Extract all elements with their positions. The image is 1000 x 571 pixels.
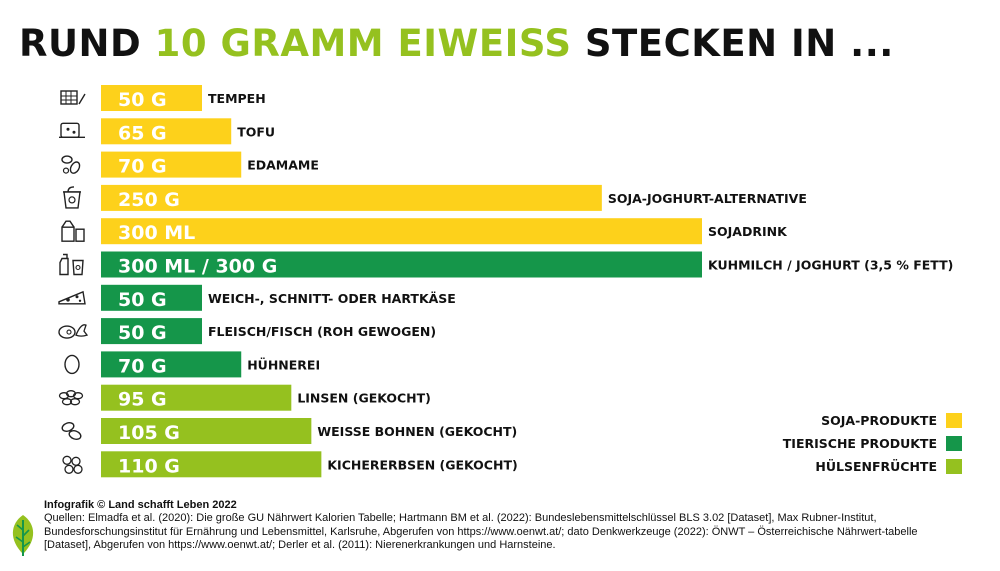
- footer: Infografik © Land schafft Leben 2022 Que…: [44, 499, 964, 552]
- bar-value-label: 50 G: [118, 89, 167, 111]
- bar: [101, 218, 702, 245]
- beans-icon: [61, 422, 82, 440]
- bar: [101, 251, 702, 278]
- title-prefix: RUND: [19, 22, 155, 65]
- bar-group: 50 G TEMPEH 65 G TOFU 70 G EDAMAME 250 G SOJA-J…: [101, 85, 953, 478]
- tofu-icon: [59, 122, 85, 139]
- bar-row: 250 G SOJA-JOGHURT-ALTERNATIVE: [101, 184, 807, 211]
- bar-category-label: FLEISCH/FISCH (ROH GEWOGEN): [208, 324, 436, 339]
- bar-value-label: 300 ML / 300 G: [118, 256, 277, 278]
- bar-value-label: 65 G: [118, 122, 167, 144]
- title-highlight: 10 GRAMM EIWEISS: [154, 22, 572, 65]
- bar-category-label: EDAMAME: [247, 158, 319, 173]
- legend-swatch-tierisch: [946, 436, 962, 451]
- milk-bottle-icon: [59, 253, 84, 276]
- bar-category-label: WEICH-, SCHNITT- ODER HARTKÄSE: [208, 291, 456, 306]
- bar: [101, 318, 202, 345]
- bar-value-label: 95 G: [118, 389, 167, 411]
- bar-category-label: LINSEN (GEKOCHT): [297, 391, 431, 406]
- legend-label: TIERISCHE PRODUKTE: [782, 436, 937, 451]
- bar-row: 50 G FLEISCH/FISCH (ROH GEWOGEN): [101, 318, 436, 345]
- bar-value-label: 110 G: [118, 455, 180, 477]
- bar-category-label: TOFU: [237, 124, 275, 139]
- legend-label: SOJA-PRODUKTE: [821, 413, 937, 428]
- bar-row: 50 G WEICH-, SCHNITT- ODER HARTKÄSE: [101, 284, 456, 311]
- bar-row: 70 G HÜHNEREI: [101, 351, 320, 378]
- meat-fish-icon: [58, 324, 89, 339]
- bar-category-label: KUHMILCH / JOGHURT (3,5 % FETT): [708, 258, 953, 273]
- legend-swatch-huelsen: [946, 459, 962, 474]
- bar-row: 95 G LINSEN (GEKOCHT): [101, 384, 431, 411]
- bar-row: 70 G EDAMAME: [101, 151, 319, 178]
- bar-value-label: 70 G: [118, 156, 167, 178]
- cheese-icon: [58, 290, 86, 305]
- bar: [101, 384, 292, 411]
- footer-sources: Quellen: Elmadfa et al. (2020): Die groß…: [44, 512, 918, 551]
- legend-swatch-soja: [946, 413, 962, 428]
- icon-column: [58, 90, 89, 474]
- bar-row: 65 G TOFU: [101, 118, 275, 145]
- legend-item-soja: SOJA-PRODUKTE: [783, 409, 962, 432]
- bar: [101, 451, 322, 478]
- bar-row: 50 G TEMPEH: [101, 85, 266, 111]
- legend-item-huelsen: HÜLSENFRÜCHTE: [783, 455, 962, 478]
- bar: [101, 85, 202, 111]
- bar-value-label: 105 G: [118, 422, 180, 444]
- title-suffix: STECKEN IN ...: [571, 22, 894, 65]
- drink-carton-icon: [61, 220, 85, 242]
- legend-label: HÜLSENFRÜCHTE: [815, 459, 937, 474]
- footer-credit: Infografik © Land schafft Leben 2022: [44, 499, 237, 511]
- bar-row: 300 ML SOJADRINK: [101, 218, 788, 245]
- bar-category-label: TEMPEH: [208, 91, 266, 106]
- bar: [101, 284, 202, 311]
- bar-value-label: 50 G: [118, 322, 167, 344]
- bar-value-label: 70 G: [118, 355, 167, 377]
- bar-category-label: HÜHNEREI: [247, 357, 320, 372]
- edamame-icon: [61, 155, 81, 174]
- bar-value-label: 50 G: [118, 289, 167, 311]
- bar-row: 300 ML / 300 G KUHMILCH / JOGHURT (3,5 % …: [101, 251, 953, 278]
- bar: [101, 118, 232, 145]
- tempeh-icon: [60, 90, 86, 105]
- page-title: RUND 10 GRAMM EIWEISS STECKEN IN ...: [19, 22, 894, 65]
- bar: [101, 184, 602, 211]
- bar-category-label: WEISSE BOHNEN (GEKOCHT): [317, 424, 517, 439]
- bar-row: 105 G WEISSE BOHNEN (GEKOCHT): [101, 418, 517, 444]
- legend: SOJA-PRODUKTE TIERISCHE PRODUKTE HÜLSENF…: [783, 409, 962, 478]
- bar: [101, 418, 312, 444]
- bar-category-label: KICHERERBSEN (GEKOCHT): [327, 457, 517, 472]
- protein-bar-chart: 50 G TEMPEH 65 G TOFU 70 G EDAMAME 250 G SOJA-J…: [58, 85, 953, 478]
- bar-value-label: 250 G: [118, 189, 180, 211]
- bar-row: 110 G KICHERERBSEN (GEKOCHT): [101, 451, 518, 478]
- chickpeas-icon: [62, 455, 83, 474]
- bar: [101, 151, 242, 178]
- bar-category-label: SOJA-JOGHURT-ALTERNATIVE: [608, 191, 807, 206]
- bar: [101, 351, 242, 378]
- legend-item-tierisch: TIERISCHE PRODUKTE: [783, 432, 962, 455]
- lentils-icon: [58, 390, 84, 406]
- egg-icon: [64, 354, 80, 375]
- bar-category-label: SOJADRINK: [708, 224, 788, 239]
- leaf-logo-icon: [12, 515, 34, 556]
- yogurt-cup-icon: [63, 186, 81, 209]
- bar-value-label: 300 ML: [118, 222, 195, 244]
